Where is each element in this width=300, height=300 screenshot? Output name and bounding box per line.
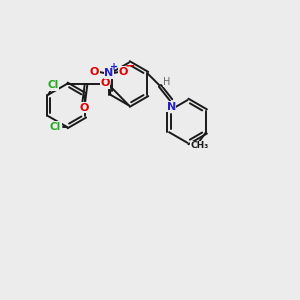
Text: Cl: Cl xyxy=(50,122,61,132)
Text: CH₃: CH₃ xyxy=(190,141,209,150)
Text: N: N xyxy=(104,68,113,78)
Text: O: O xyxy=(79,103,88,113)
Text: O: O xyxy=(118,67,128,77)
Text: −: − xyxy=(125,60,135,73)
Text: N: N xyxy=(167,102,176,112)
Text: Cl: Cl xyxy=(47,80,58,90)
Text: H: H xyxy=(163,77,170,87)
Text: O: O xyxy=(90,67,99,77)
Text: O: O xyxy=(100,78,110,88)
Text: +: + xyxy=(110,62,118,72)
